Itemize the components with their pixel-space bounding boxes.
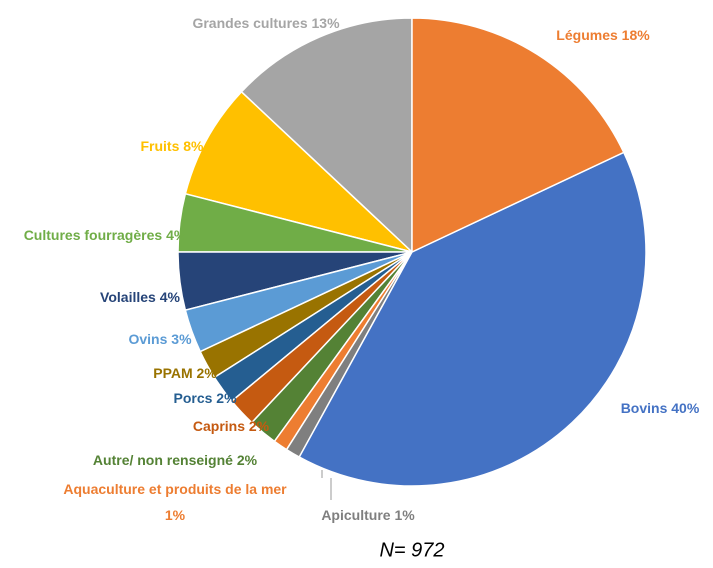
label-value: 18% bbox=[621, 27, 650, 43]
data-label: Porcs 2% bbox=[173, 385, 236, 411]
label-value: 4% bbox=[159, 289, 180, 305]
label-category: Volailles bbox=[100, 289, 156, 305]
data-label: Cultures fourragères 4% bbox=[20, 222, 190, 248]
label-category: Autre/ non renseigné bbox=[92, 452, 233, 468]
label-value: 1% bbox=[164, 507, 186, 523]
label-category: Cultures fourragères bbox=[23, 227, 163, 243]
label-category: Apiculture bbox=[321, 507, 391, 523]
data-label: Bovins 40% bbox=[621, 395, 700, 421]
data-label: Grandes cultures 13% bbox=[192, 10, 339, 36]
label-value: 1% bbox=[394, 507, 415, 523]
label-value: 13% bbox=[311, 15, 340, 31]
label-value: 3% bbox=[171, 331, 192, 347]
label-category: Caprins bbox=[192, 418, 245, 434]
label-category: Ovins bbox=[128, 331, 168, 347]
data-label: Fruits 8% bbox=[140, 133, 203, 159]
label-category: PPAM bbox=[153, 365, 193, 381]
label-category: Légumes bbox=[556, 27, 618, 43]
label-value: 2% bbox=[216, 390, 237, 406]
label-category: Fruits bbox=[140, 138, 180, 154]
data-label: Apiculture 1% bbox=[321, 502, 414, 528]
label-value: 2% bbox=[236, 452, 258, 468]
label-category: Aquaculture et produits de la mer bbox=[63, 481, 287, 497]
label-value: 8% bbox=[183, 138, 204, 154]
label-value: 4% bbox=[166, 227, 187, 243]
label-category: Grandes cultures bbox=[192, 15, 308, 31]
data-label: Caprins 2% bbox=[193, 413, 269, 439]
data-label: Légumes 18% bbox=[556, 22, 649, 48]
data-label: Ovins 3% bbox=[128, 326, 191, 352]
label-category: Porcs bbox=[173, 390, 213, 406]
data-label: Volailles 4% bbox=[100, 284, 180, 310]
label-value: 40% bbox=[671, 400, 700, 416]
slice bbox=[240, 17, 413, 254]
label-value: 2% bbox=[248, 418, 270, 434]
data-label: Aquaculture et produits de la mer 1% bbox=[55, 476, 295, 528]
slice bbox=[411, 17, 625, 254]
label-category: Bovins bbox=[620, 400, 668, 416]
data-label: Autre/ non renseigné 2% bbox=[93, 447, 257, 473]
data-label: PPAM 2% bbox=[153, 360, 217, 386]
slice bbox=[298, 151, 647, 487]
label-value: 2% bbox=[196, 365, 217, 381]
slice bbox=[184, 90, 413, 253]
sample-size: N= 972 bbox=[379, 539, 445, 562]
